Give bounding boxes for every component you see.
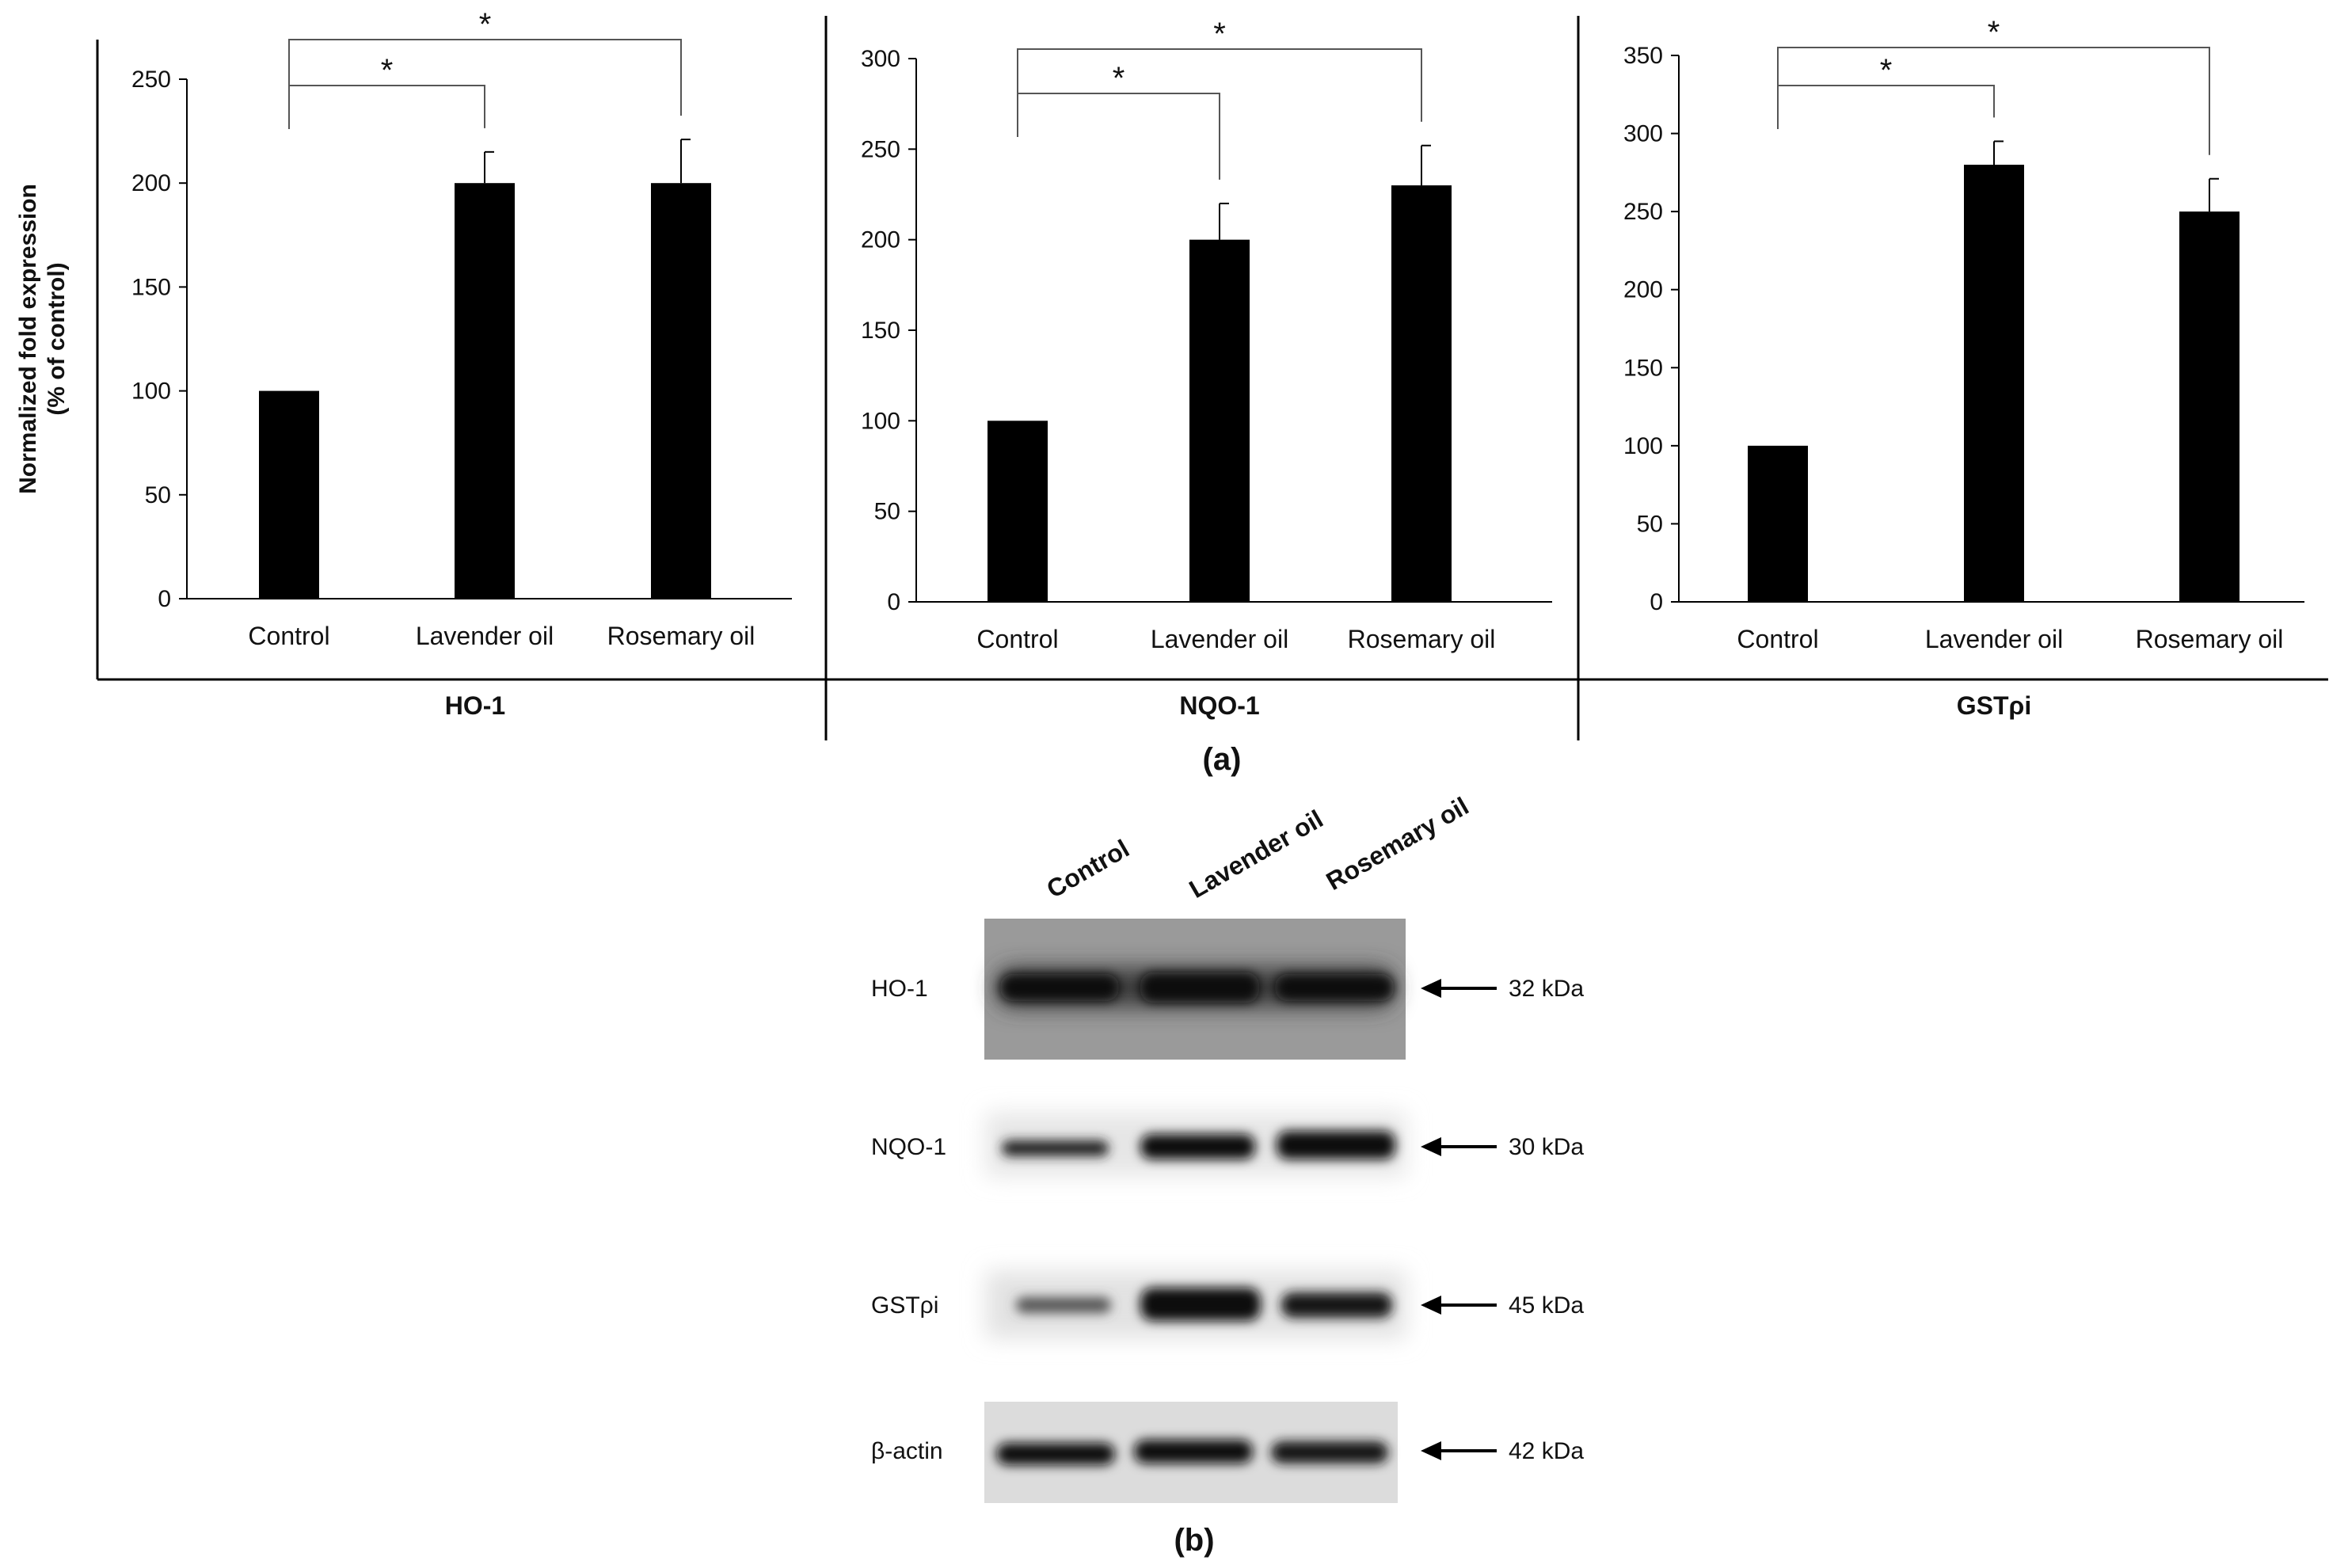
arrowhead-icon — [1421, 1137, 1441, 1156]
band-ho1-lavender — [1140, 972, 1259, 1003]
y-tick-label: 100 — [861, 408, 900, 434]
x-category-label: Control — [976, 625, 1058, 653]
kda-label-gstpi: 45 kDa — [1509, 1292, 1584, 1319]
y-axis-label: Normalized fold expression — [15, 184, 41, 494]
bar-lavender-oil — [1964, 165, 2024, 602]
y-tick-label: 200 — [861, 227, 900, 253]
blot-label-nqo1: NQO-1 — [871, 1134, 946, 1160]
band-gstpi-lavender — [1140, 1288, 1261, 1321]
band-ho1-rosemary — [1275, 974, 1394, 1001]
significance-bracket — [1777, 85, 1995, 129]
bar-lavender-oil — [455, 183, 515, 599]
lane-label-control: Control — [1042, 834, 1135, 904]
bar-charts-panel-a: 0 50 100 150 200 250 Control Lavender oil Rosema… — [131, 7, 2304, 653]
panel-label-nqo1: NQO-1 — [1179, 691, 1259, 720]
significance-star: * — [1213, 17, 1226, 51]
significance-star: * — [1113, 61, 1125, 96]
kda-label-nqo1: 30 kDa — [1509, 1134, 1584, 1160]
x-category-label: Rosemary oil — [2136, 625, 2284, 653]
y-tick-label: 250 — [1623, 199, 1663, 225]
lane-label-lavender: Lavender oil — [1185, 805, 1328, 904]
bar-rosemary-oil — [651, 183, 711, 599]
band-nqo1-rosemary — [1277, 1131, 1395, 1159]
blot-row-nqo1 — [986, 1113, 1406, 1176]
band-nqo1-control — [1002, 1140, 1109, 1156]
y-tick-label: 300 — [1623, 121, 1663, 147]
significance-star: * — [479, 7, 492, 42]
x-category-label: Lavender oil — [416, 622, 554, 650]
y-tick-label: 50 — [1637, 511, 1663, 537]
y-tick-label: 150 — [861, 318, 900, 344]
y-tick-label: 50 — [145, 482, 171, 508]
significance-bracket — [288, 39, 682, 116]
kda-label-ho1: 32 kDa — [1509, 976, 1584, 1002]
significance-star: * — [1880, 53, 1893, 88]
y-tick-label: 150 — [1623, 355, 1663, 381]
y-axis-title: Normalized fold expression (% of control… — [15, 184, 70, 494]
y-tick-label: 150 — [131, 274, 171, 300]
band-gstpi-control — [1016, 1297, 1111, 1313]
western-blot: Control Lavender oil Rosemary oil — [871, 791, 1584, 1503]
y-tick-label: 200 — [1623, 277, 1663, 303]
band-ho1-control — [1000, 974, 1119, 1001]
y-tick-label: 100 — [131, 379, 171, 405]
y-tick-label: 350 — [1623, 43, 1663, 69]
y-tick-label: 200 — [131, 170, 171, 196]
y-tick-label: 50 — [874, 499, 900, 525]
blot-label-gstpi: GSTρi — [871, 1292, 938, 1319]
bar-control — [1748, 445, 1808, 602]
blot-row-actin — [984, 1402, 1398, 1503]
arrow-ho1 — [1421, 979, 1497, 998]
x-category-label: Control — [1737, 625, 1818, 653]
bar-rosemary-oil — [1391, 185, 1452, 603]
x-category-label: Control — [248, 622, 329, 650]
y-tick-label: 250 — [861, 136, 900, 162]
band-nqo1-lavender — [1140, 1134, 1255, 1159]
y-tick-label: 0 — [158, 586, 171, 612]
bar-control — [259, 390, 319, 599]
arrowhead-icon — [1421, 1441, 1441, 1460]
panel-label-ho1: HO-1 — [445, 691, 505, 720]
significance-bracket — [1777, 47, 2210, 155]
blot-label-actin: β-actin — [871, 1438, 943, 1464]
significance-star: * — [1988, 15, 2000, 50]
significance-bracket — [1017, 93, 1220, 180]
band-gstpi-rosemary — [1281, 1292, 1392, 1318]
panel-label-gstpi: GSTρi — [1957, 691, 2031, 720]
bar-rosemary-oil — [2179, 211, 2240, 602]
y-tick-label: 100 — [1623, 433, 1663, 459]
lane-label-rosemary: Rosemary oil — [1322, 791, 1474, 896]
caption-a: (a) — [1203, 742, 1242, 777]
significance-bracket — [288, 85, 485, 129]
significance-bracket — [1017, 48, 1422, 122]
kda-label-actin: 42 kDa — [1509, 1438, 1584, 1464]
arrowhead-icon — [1421, 979, 1441, 998]
y-tick-label: 0 — [887, 589, 900, 615]
band-actin-lavender — [1134, 1440, 1253, 1463]
x-category-label: Lavender oil — [1925, 625, 2063, 653]
y-tick-label: 300 — [861, 46, 900, 72]
caption-b: (b) — [1174, 1523, 1214, 1558]
blot-row-gstpi — [986, 1271, 1406, 1338]
y-tick-label: 0 — [1650, 589, 1663, 615]
blot-label-ho1: HO-1 — [871, 976, 928, 1002]
arrow-gstpi — [1421, 1296, 1497, 1315]
x-category-label: Lavender oil — [1151, 625, 1288, 653]
blot-row-ho1 — [984, 919, 1406, 1060]
x-category-label: Rosemary oil — [1348, 625, 1496, 653]
band-actin-control — [996, 1443, 1115, 1465]
bar-control — [988, 421, 1048, 602]
x-category-label: Rosemary oil — [607, 622, 755, 650]
y-axis-label-unit: (% of control) — [44, 262, 70, 415]
band-actin-rosemary — [1271, 1441, 1388, 1463]
y-tick-label: 250 — [131, 67, 171, 93]
arrow-nqo1 — [1421, 1137, 1497, 1156]
bar-lavender-oil — [1189, 239, 1250, 602]
arrowhead-icon — [1421, 1296, 1441, 1315]
arrow-actin — [1421, 1441, 1497, 1460]
significance-star: * — [381, 53, 394, 88]
